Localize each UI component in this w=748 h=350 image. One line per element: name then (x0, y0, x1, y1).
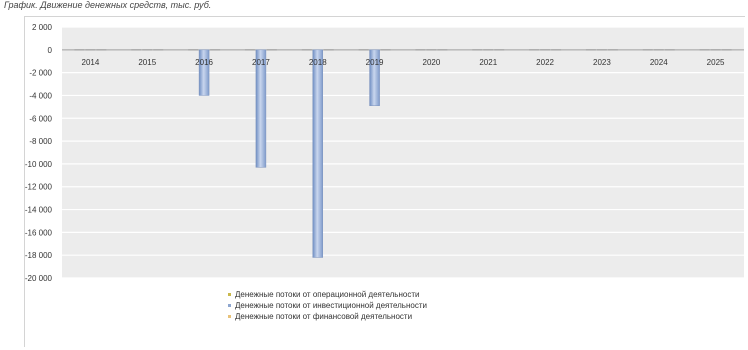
y-tick-label: -6 000 (29, 114, 52, 123)
legend-item-investing: Денежные потоки от инвестиционной деятел… (228, 300, 427, 311)
legend-swatch-operating (228, 293, 231, 296)
bar (653, 49, 664, 51)
x-tick-label: 2024 (650, 58, 668, 67)
y-tick-label: -2 000 (29, 69, 52, 78)
bar (301, 49, 312, 51)
bar (266, 49, 277, 51)
bar (699, 49, 710, 51)
bar (551, 49, 562, 51)
y-tick-label: -20 000 (25, 274, 53, 283)
bar (426, 49, 437, 51)
x-tick-label: 2022 (536, 58, 554, 67)
x-tick-label: 2021 (479, 58, 497, 67)
bar (131, 49, 142, 51)
x-tick-label: 2023 (593, 58, 611, 67)
legend-label-financing: Денежные потоки от финансовой деятельнос… (235, 312, 413, 321)
bar (380, 49, 391, 51)
legend-item-financing: Денежные потоки от финансовой деятельнос… (228, 311, 427, 322)
y-tick-label: -4 000 (29, 91, 52, 100)
bar (494, 49, 505, 51)
y-tick-label: -10 000 (25, 160, 53, 169)
legend-label-investing: Денежные потоки от инвестиционной деятел… (235, 301, 427, 310)
y-tick-label: 0 (48, 46, 53, 55)
chart-title: График. Движение денежных средств, тыс. … (4, 0, 212, 10)
bar (74, 49, 85, 51)
bar (472, 49, 483, 51)
bar (85, 49, 96, 51)
legend-item-operating: Денежные потоки от операционной деятельн… (228, 289, 427, 300)
y-tick-label: -8 000 (29, 137, 52, 146)
legend-swatch-investing (228, 304, 231, 307)
bar (642, 49, 653, 51)
bar (153, 49, 164, 51)
bar (415, 49, 426, 51)
bar (369, 49, 380, 106)
x-tick-label: 2014 (82, 58, 100, 67)
x-tick-label: 2017 (252, 58, 270, 67)
x-tick-label: 2016 (195, 58, 213, 67)
x-tick-label: 2019 (366, 58, 384, 67)
bar (198, 49, 210, 96)
bar (721, 49, 732, 51)
bar (323, 49, 334, 51)
legend-label-operating: Денежные потоки от операционной деятельн… (235, 290, 420, 299)
bar (483, 49, 494, 51)
bar (710, 49, 721, 51)
y-tick-label: -16 000 (25, 228, 53, 237)
x-tick-label: 2018 (309, 58, 327, 67)
bar (244, 49, 255, 51)
y-tick-label: 2 000 (32, 23, 53, 32)
bar (596, 49, 607, 51)
bar (255, 49, 267, 168)
bar (358, 49, 369, 51)
bar (664, 49, 675, 51)
bar (96, 49, 107, 51)
y-tick-label: -12 000 (25, 183, 53, 192)
bar (540, 49, 551, 51)
chart-legend: Денежные потоки от операционной деятельн… (228, 289, 427, 322)
bar (312, 49, 323, 258)
chart-frame (24, 16, 745, 347)
bar (142, 49, 153, 51)
x-tick-label: 2015 (138, 58, 156, 67)
x-tick-label: 2020 (423, 58, 441, 67)
bar (607, 49, 618, 51)
bar (585, 49, 596, 51)
y-tick-label: -14 000 (25, 206, 53, 215)
legend-swatch-financing (228, 315, 231, 318)
x-tick-label: 2025 (707, 58, 725, 67)
plot-area (62, 27, 744, 278)
y-tick-label: -18 000 (25, 251, 53, 260)
bar (437, 49, 448, 51)
bar (210, 49, 221, 51)
bar (529, 49, 540, 51)
bar (188, 49, 199, 51)
